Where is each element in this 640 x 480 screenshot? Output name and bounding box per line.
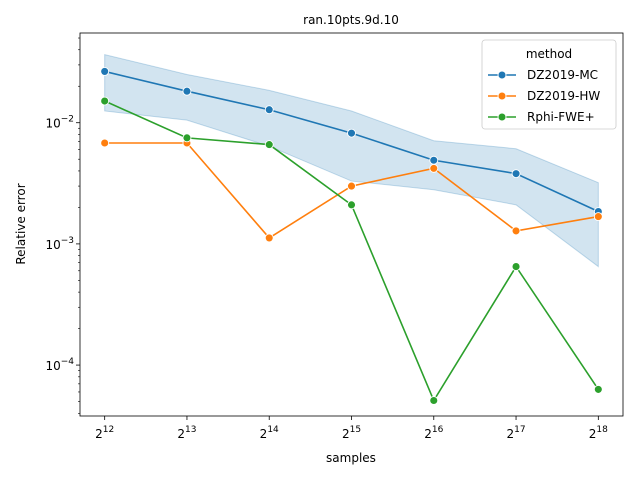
x-tick-label-4: 216	[424, 425, 443, 441]
series-layer	[100, 66, 603, 405]
data-point-1-5	[511, 226, 521, 236]
legend-label-1: DZ2019-HW	[527, 89, 600, 103]
data-point-1-3	[347, 181, 356, 191]
data-point-2-4	[429, 396, 439, 405]
data-point-0-2	[264, 105, 274, 115]
data-point-2-5	[511, 262, 521, 272]
x-axis: 212 213 214 215 216 217 218	[95, 416, 608, 441]
data-point-0-3	[347, 128, 356, 138]
legend-title: method	[526, 47, 572, 61]
series-2	[100, 96, 603, 405]
data-point-1-6	[593, 212, 603, 222]
data-point-2-1	[182, 133, 192, 143]
data-point-2-0	[100, 96, 110, 106]
x-tick-label-6: 218	[589, 425, 608, 441]
data-point-2-2	[264, 140, 274, 150]
data-point-1-0	[100, 138, 110, 148]
chart-title: ran.10pts.9d.10	[303, 13, 399, 27]
data-point-0-0	[100, 66, 110, 76]
series-1	[100, 138, 603, 243]
legend-marker-2	[497, 112, 507, 122]
legend-marker-1	[497, 91, 507, 101]
legend-label-0: DZ2019-MC	[527, 68, 598, 82]
legend-label-2: Rphi-FWE+	[527, 110, 595, 124]
confidence-band-0	[104, 53, 599, 268]
y-axis-label: Relative error	[14, 183, 28, 264]
legend-entry-0: DZ2019-MC	[488, 68, 598, 82]
data-point-1-4	[429, 163, 439, 173]
legend-entry-2: Rphi-FWE+	[488, 110, 595, 124]
x-tick-label-2: 214	[260, 425, 279, 441]
legend-marker-0	[497, 70, 507, 80]
data-point-1-2	[264, 233, 274, 243]
x-tick-label-3: 215	[342, 425, 361, 441]
data-point-0-1	[182, 86, 192, 96]
x-tick-label-1: 213	[177, 425, 196, 441]
legend: method DZ2019-MC DZ2019-HW Rphi-FWE+	[481, 39, 617, 130]
data-point-0-4	[429, 155, 439, 165]
x-tick-label-5: 217	[506, 425, 525, 441]
legend-entries: DZ2019-MC DZ2019-HW Rphi-FWE+	[488, 68, 600, 124]
data-point-2-3	[347, 200, 356, 210]
x-axis-label: samples	[326, 451, 376, 465]
data-point-0-5	[511, 169, 521, 179]
confidence-band-layer	[104, 53, 599, 268]
legend-box	[481, 39, 617, 130]
x-tick-label-0: 212	[95, 425, 114, 441]
y-tick-label-2: 10−2	[45, 115, 74, 131]
y-axis: 10−4 10−3 10−2	[45, 37, 80, 414]
legend-entry-1: DZ2019-HW	[488, 89, 600, 103]
y-tick-label-1: 10−3	[45, 236, 74, 252]
data-point-2-6	[593, 384, 603, 394]
y-tick-label-0: 10−4	[45, 357, 74, 373]
